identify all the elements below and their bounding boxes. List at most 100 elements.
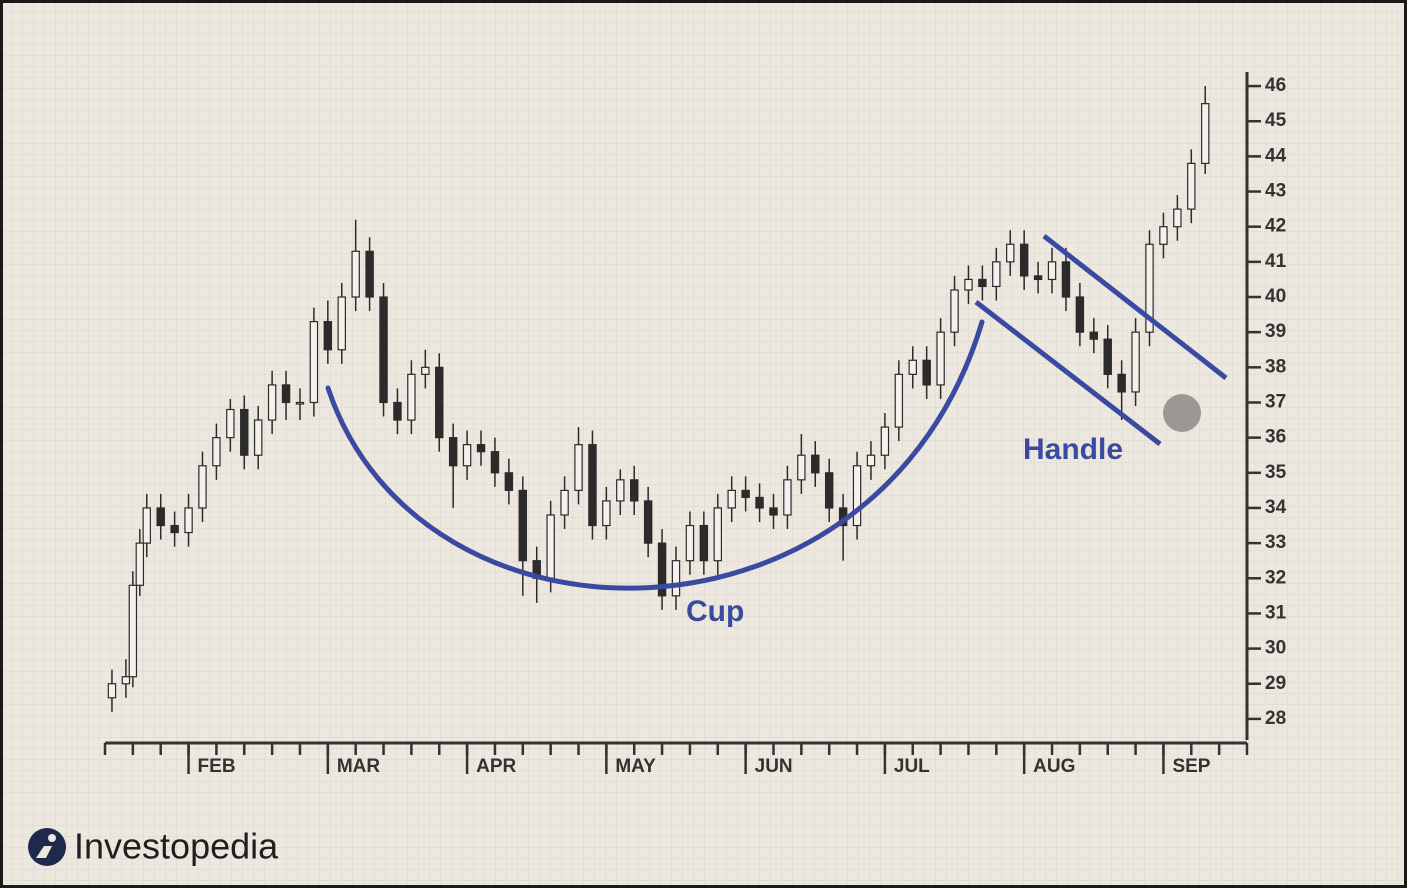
logo: Investopedia: [28, 826, 279, 867]
candle-body: [121, 676, 131, 685]
y-tick-label: 30: [1265, 638, 1286, 659]
candle-body: [685, 524, 695, 562]
candle-body: [170, 524, 179, 534]
month-label: MAY: [615, 756, 656, 777]
logo-text: Investopedia: [74, 826, 279, 867]
candle-body: [135, 542, 145, 586]
y-tick-label: 40: [1265, 286, 1286, 307]
candle-body: [107, 683, 117, 699]
candle-body: [1103, 338, 1112, 375]
y-tick-label: 39: [1265, 321, 1286, 342]
candle-body: [783, 479, 792, 516]
y-tick-label: 37: [1265, 391, 1286, 412]
plot: 28 29 30 31 32 33 34 35 36 37 38 39 40 41 42 43 44 45 46 FE…: [103, 72, 1287, 777]
y-tick-label: 43: [1265, 181, 1286, 202]
candle-body: [393, 401, 402, 421]
background-grid: [3, 3, 1404, 885]
candle-body: [518, 489, 528, 562]
candle-body: [476, 444, 486, 453]
candle-body: [1089, 331, 1099, 340]
y-tick-label: 31: [1265, 602, 1287, 623]
candle-body: [351, 250, 360, 298]
y-tick-label: 32: [1265, 567, 1286, 588]
y-tick-label: 36: [1265, 427, 1286, 448]
y-tick-label: 46: [1265, 75, 1286, 96]
candle-body: [421, 366, 430, 375]
candle-body: [908, 359, 917, 375]
candle-body: [198, 465, 207, 509]
candle-body: [616, 479, 625, 502]
candle-body: [852, 465, 862, 527]
candle-body: [240, 408, 249, 456]
candle-body: [797, 454, 806, 481]
candle-body: [267, 384, 277, 421]
candle-body: [253, 419, 263, 456]
candle-body: [504, 472, 514, 491]
cup-curve: [325, 319, 985, 591]
candle-body: [727, 489, 736, 509]
candle-body: [281, 384, 291, 404]
candle-body: [880, 426, 890, 456]
candle-body: [657, 542, 667, 597]
candle-body: [992, 261, 1001, 288]
candle-body: [490, 451, 500, 474]
candle-body: [1061, 261, 1071, 298]
candle-body: [435, 366, 444, 439]
candle-body: [588, 444, 597, 527]
candle-body: [1200, 103, 1210, 165]
candle-body: [950, 289, 959, 333]
month-label: SEP: [1172, 756, 1210, 777]
candle-body: [574, 444, 583, 491]
candle-body: [379, 296, 388, 404]
candle-body: [922, 359, 931, 386]
candle-body: [1145, 243, 1154, 333]
y-tick-label: 44: [1265, 145, 1287, 166]
candle-body: [1131, 331, 1140, 393]
month-label: JUN: [755, 756, 793, 777]
y-tick-label: 29: [1265, 673, 1286, 694]
month-label: FEB: [198, 756, 236, 777]
candle-body: [365, 250, 374, 298]
candle-body: [184, 507, 193, 534]
breakout-marker: [1163, 394, 1201, 432]
candle-body: [128, 584, 138, 678]
candle-body: [755, 496, 764, 509]
candle-body: [1173, 208, 1182, 228]
candle-body: [448, 437, 458, 467]
candle-body: [964, 278, 973, 291]
candle-body: [1019, 243, 1029, 277]
y-tick-label: 34: [1265, 497, 1287, 518]
y-tick-label: 28: [1265, 708, 1286, 729]
candle-body: [643, 500, 653, 544]
candle-body: [295, 401, 305, 405]
candle-body: [894, 373, 904, 428]
y-tick-label: 33: [1265, 532, 1286, 553]
candle-body: [1187, 162, 1196, 210]
month-label: JUL: [894, 756, 930, 777]
candle-body: [978, 278, 987, 288]
candle-body: [602, 500, 611, 527]
handle-lower: [974, 300, 1162, 446]
candle-body: [212, 437, 221, 467]
candle-body: [226, 408, 235, 439]
candle-body: [1047, 261, 1057, 281]
logo-mark: [36, 846, 52, 858]
candle-body: [1075, 296, 1085, 333]
candle-body: [1117, 373, 1126, 393]
y-tick-label: 41: [1265, 251, 1287, 272]
y-tick-label: 45: [1265, 110, 1287, 131]
month-label: APR: [476, 756, 516, 777]
candle-body: [156, 507, 165, 527]
candle-body: [866, 454, 876, 467]
candle-body: [1006, 243, 1015, 263]
cup-label: Cup: [686, 595, 744, 628]
y-tick-label: 35: [1265, 462, 1287, 483]
candle-body: [407, 373, 416, 421]
candle-body: [629, 479, 639, 502]
candle-body: [309, 321, 319, 404]
handle-label: Handle: [1023, 433, 1123, 466]
candle-body: [699, 524, 709, 562]
logo-dot: [48, 834, 56, 842]
candle-body: [546, 514, 555, 579]
